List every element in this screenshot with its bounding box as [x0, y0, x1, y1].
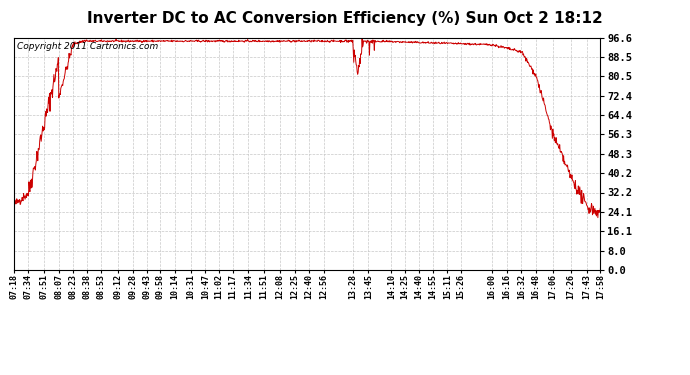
Text: Copyright 2011 Cartronics.com: Copyright 2011 Cartronics.com — [17, 42, 158, 51]
Text: Inverter DC to AC Conversion Efficiency (%) Sun Oct 2 18:12: Inverter DC to AC Conversion Efficiency … — [87, 11, 603, 26]
